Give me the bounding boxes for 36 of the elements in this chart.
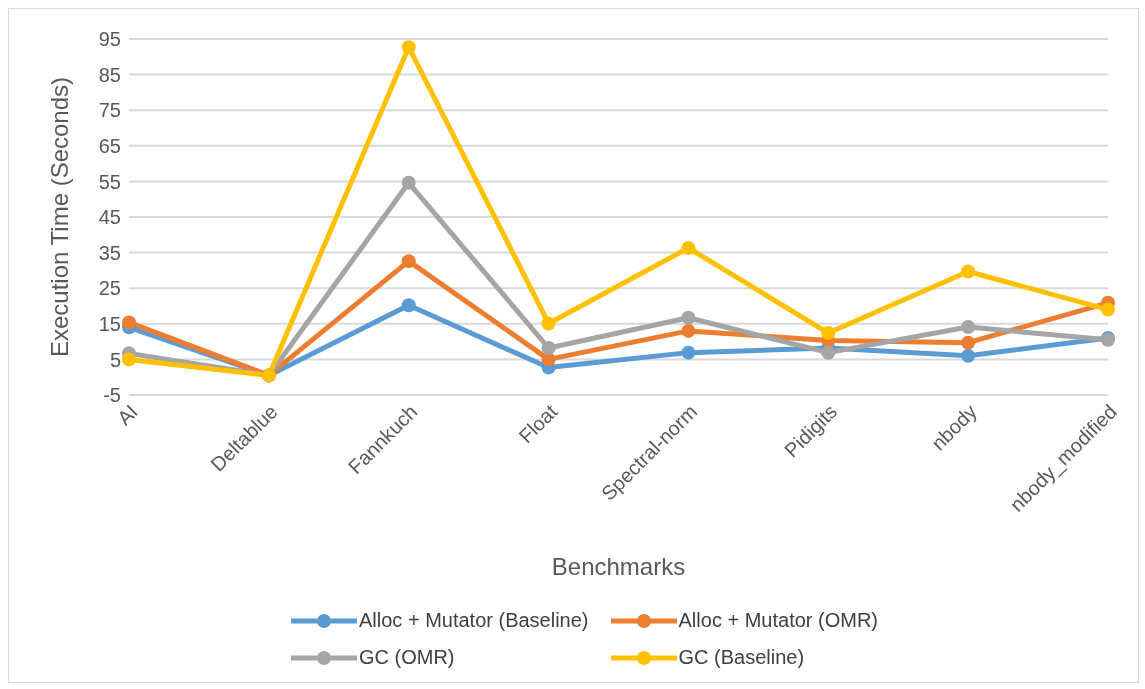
y-tick-label: 85 (98, 63, 121, 86)
point (122, 352, 136, 367)
legend-label: Alloc + Mutator (Baseline) (358, 609, 589, 632)
point (821, 326, 836, 341)
legend-label: GC (OMR) (358, 646, 455, 669)
point (122, 315, 136, 330)
point (401, 254, 416, 269)
legend-label: GC (Baseline) (678, 646, 805, 669)
point (541, 341, 556, 356)
point (681, 310, 696, 325)
y-tick-label: 25 (98, 277, 121, 300)
y-tick-label: 55 (98, 170, 121, 193)
y-axis-title: Execution Time (Seconds) (45, 76, 73, 358)
point (961, 264, 976, 279)
point (961, 348, 976, 363)
point (821, 345, 836, 360)
y-tick-label: 95 (98, 28, 121, 51)
y-tick-label: 45 (98, 206, 121, 229)
point (401, 175, 416, 190)
y-tick-label: 35 (98, 241, 121, 264)
legend-label: Alloc + Mutator (OMR) (678, 609, 879, 632)
point (401, 40, 416, 55)
point (961, 335, 976, 350)
y-tick-label: 15 (98, 312, 121, 335)
point (541, 316, 556, 331)
point (681, 345, 696, 360)
point (1101, 302, 1115, 317)
y-tick-label: 75 (98, 99, 121, 122)
point (961, 320, 976, 334)
point (681, 240, 696, 255)
point (401, 298, 416, 313)
y-tick-label: 65 (98, 134, 121, 157)
x-axis-title: Benchmarks (551, 553, 686, 580)
y-tick-label: -5 (103, 384, 121, 407)
point (681, 323, 696, 338)
y-tick-label: 5 (109, 348, 121, 371)
